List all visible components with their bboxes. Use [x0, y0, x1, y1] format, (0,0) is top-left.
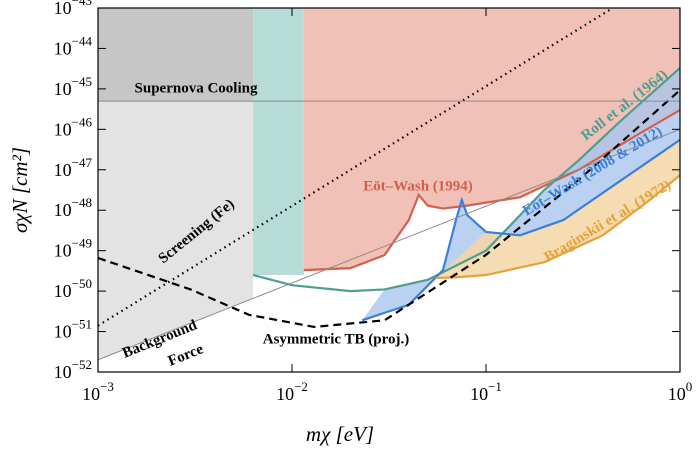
tick-base: 10: [54, 322, 72, 342]
series-label: Supernova Cooling: [135, 80, 258, 96]
excluded-region: [303, 8, 680, 271]
tick-label: 10−51: [54, 317, 92, 342]
tick-label: 10−46: [54, 114, 93, 139]
tick-label: 10−43: [54, 0, 92, 18]
tick-exponent: −47: [72, 155, 93, 170]
tick-base: 10: [82, 384, 100, 404]
tick-exponent: −43: [72, 0, 92, 8]
tick-base: 10: [54, 241, 72, 261]
region-label: Force: [166, 341, 206, 370]
tick-exponent: −51: [72, 317, 92, 332]
excluded-region: [435, 139, 680, 279]
tick-label: 10−44: [54, 33, 93, 58]
tick-label: 10−49: [54, 236, 92, 261]
y-axis-label: σχN [cm²]: [8, 147, 32, 233]
excluded-region: [98, 8, 254, 102]
excluded-region: [362, 67, 680, 321]
tick-exponent: −49: [72, 236, 92, 251]
tick-label: 10−1: [470, 379, 502, 404]
curve: [252, 67, 680, 293]
x-axis-label: mχ [eV]: [306, 422, 374, 446]
curve: [361, 138, 680, 322]
tick-exponent: −46: [72, 114, 93, 129]
tick-exponent: −52: [72, 357, 92, 372]
tick-exponent: −3: [100, 379, 114, 394]
tick-label: 10−2: [276, 379, 308, 404]
tick-exponent: 0: [686, 379, 693, 394]
tick-base: 10: [54, 0, 72, 18]
tick-exponent: −1: [488, 379, 502, 394]
tick-exponent: −50: [72, 276, 92, 291]
tick-label: 10−52: [54, 357, 92, 382]
plot-frame: [97, 7, 681, 373]
tick-exponent: −48: [72, 195, 92, 210]
tick-label: 10−48: [54, 195, 92, 220]
tick-base: 10: [54, 79, 72, 99]
curve: [303, 109, 680, 272]
curve: [435, 174, 680, 280]
tick-base: 10: [54, 200, 72, 220]
curve: [98, 128, 680, 361]
tick-base: 10: [470, 384, 488, 404]
tick-label: 10−50: [54, 276, 92, 301]
tick-label: 10−45: [54, 74, 92, 99]
tick-base: 10: [54, 160, 72, 180]
curves: [98, 8, 680, 361]
tick-exponent: −44: [72, 33, 93, 48]
tick-base: 10: [54, 362, 72, 382]
tick-base: 10: [668, 384, 686, 404]
series-label: Asymmetric TB (proj.): [263, 331, 410, 347]
tick-base: 10: [276, 384, 294, 404]
excluded-region: [253, 8, 304, 276]
tick-exponent: −45: [72, 74, 92, 89]
tick-label: 10−47: [54, 155, 93, 180]
tick-base: 10: [54, 39, 72, 59]
tick-base: 10: [54, 119, 72, 139]
tick-base: 10: [54, 281, 72, 301]
tick-exponent: −2: [294, 379, 308, 394]
curve: [98, 89, 680, 329]
series-label: Eöt–Wash (1994): [363, 178, 473, 194]
tick-label: 100: [668, 379, 693, 404]
tick-label: 10−3: [82, 379, 114, 404]
